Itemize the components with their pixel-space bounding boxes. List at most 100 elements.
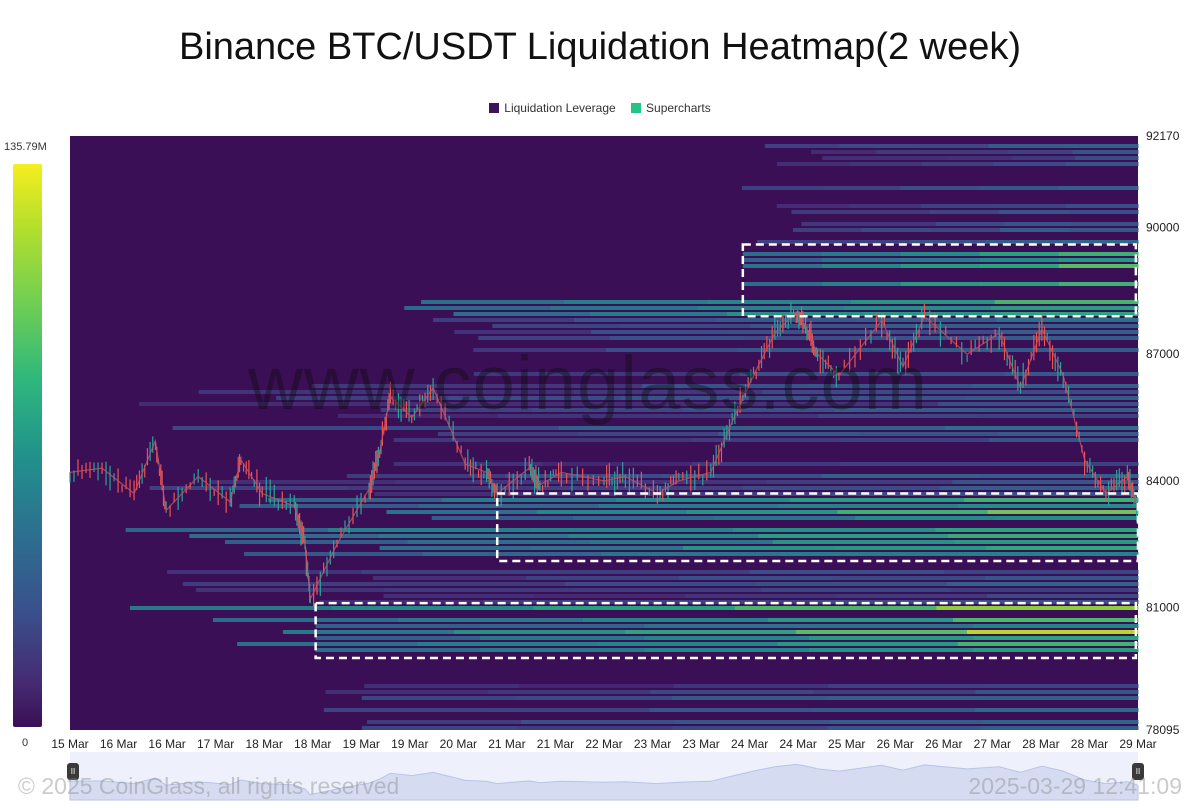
liquidation-band (982, 726, 1139, 730)
liquidation-band (683, 408, 836, 412)
liquidation-band (856, 318, 998, 322)
legend-item-liquidation-leverage[interactable]: Liquidation Leverage (489, 101, 616, 115)
liquidation-band (813, 690, 977, 694)
liquidation-band (361, 570, 556, 574)
liquidation-band (1001, 330, 1139, 334)
liquidation-band (488, 690, 652, 694)
liquidation-band (885, 156, 950, 160)
liquidation-band (742, 282, 823, 286)
x-tick-label: 19 Mar (343, 737, 380, 751)
liquidation-band (979, 474, 1139, 478)
liquidation-band (828, 684, 984, 688)
liquidation-band (182, 582, 375, 586)
liquidation-band (999, 210, 1070, 214)
liquidation-band (836, 594, 988, 598)
x-tick-label: 22 Mar (585, 737, 622, 751)
liquidation-band (379, 546, 532, 550)
liquidation-band (407, 540, 591, 544)
liquidation-band (993, 162, 1067, 166)
y-tick-label: 84000 (1146, 474, 1180, 488)
navigator-left-handle[interactable]: II (67, 763, 79, 780)
liquidation-band (517, 696, 673, 700)
liquidation-band (323, 708, 488, 712)
liquidation-band (328, 528, 532, 532)
liquidation-band (948, 156, 1013, 160)
liquidation-band (1011, 156, 1076, 160)
legend-swatch-liquidation-leverage (489, 103, 500, 113)
liquidation-band (532, 408, 685, 412)
liquidation-band (1065, 204, 1139, 208)
liquidation-band (776, 204, 850, 208)
liquidation-band (950, 390, 1139, 394)
liquidation-band (941, 150, 1008, 154)
liquidation-band (361, 726, 518, 730)
liquidation-band (879, 324, 1010, 328)
liquidation-band (282, 630, 455, 634)
liquidation-band (497, 414, 659, 418)
liquidation-band (379, 534, 570, 538)
liquidation-band (480, 636, 646, 640)
liquidation-band (492, 324, 622, 328)
liquidation-band (944, 426, 1139, 430)
liquidation-band (861, 228, 932, 232)
liquidation-band (650, 690, 814, 694)
liquidation-band (431, 516, 574, 520)
liquidation-band (422, 552, 603, 556)
liquidation-band (958, 504, 1139, 508)
liquidation-band (621, 324, 752, 328)
x-tick-label: 16 Mar (148, 737, 185, 751)
liquidation-band (807, 384, 974, 388)
liquidation-band (544, 486, 744, 490)
navigator-right-handle[interactable]: II (1132, 763, 1144, 780)
liquidation-band (979, 252, 1060, 256)
liquidation-band (996, 516, 1139, 520)
liquidation-band (167, 570, 362, 574)
liquidation-band (829, 720, 985, 724)
liquidation-band (809, 636, 975, 640)
liquidation-band (530, 528, 734, 532)
liquidation-band (454, 330, 592, 334)
liquidation-band (642, 384, 808, 388)
liquidation-band (840, 438, 990, 442)
liquidation-band (742, 258, 823, 262)
liquidation-band (982, 696, 1139, 700)
liquidation-band (315, 624, 481, 628)
liquidation-band (149, 486, 348, 490)
liquidation-band (538, 402, 739, 406)
legend-item-supercharts[interactable]: Supercharts (631, 101, 711, 115)
liquidation-band (973, 636, 1139, 640)
liquidation-band (840, 462, 990, 466)
liquidation-band (761, 588, 951, 592)
liquidation-band (373, 576, 527, 580)
liquidation-band (833, 240, 911, 244)
liquidation-band (558, 426, 753, 430)
liquidation-band (644, 636, 810, 640)
liquidation-band (198, 390, 387, 394)
liquidation-band (999, 228, 1070, 232)
liquidation-band (139, 402, 340, 406)
liquidation-band (844, 306, 992, 310)
liquidation-band (821, 258, 902, 262)
liquidation-band (276, 396, 450, 400)
liquidation-band (534, 594, 686, 598)
liquidation-band (755, 582, 948, 586)
y-tick-label: 92170 (1146, 129, 1180, 143)
liquidation-band (610, 336, 743, 340)
liquidation-band (521, 720, 676, 724)
x-tick-label: 27 Mar (974, 737, 1011, 751)
colorbar-min-label: 0 (22, 737, 29, 749)
liquidation-band (657, 414, 819, 418)
liquidation-band (1068, 210, 1139, 214)
liquidation-band (616, 498, 791, 502)
liquidation-band (395, 480, 582, 484)
liquidation-band (682, 546, 836, 550)
liquidation-band (325, 690, 489, 694)
liquidation-band (742, 486, 941, 490)
liquidation-band (876, 150, 943, 154)
liquidation-band (568, 534, 760, 538)
price-line (69, 311, 1139, 602)
x-tick-label: 16 Mar (100, 737, 137, 751)
liquidation-band (209, 480, 396, 484)
liquidation-band (837, 510, 989, 514)
copyright-text: © 2025 CoinGlass, all rights reserved (18, 773, 400, 799)
